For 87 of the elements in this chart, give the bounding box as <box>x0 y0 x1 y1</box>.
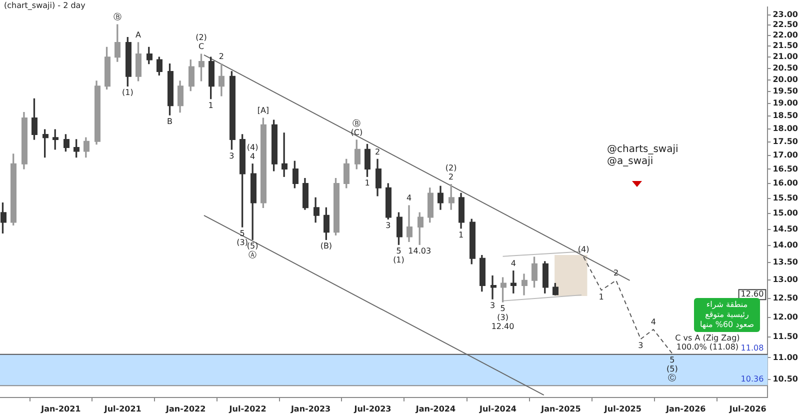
x-tick-label: Jul-2021 <box>103 404 142 414</box>
y-tick-label: 16.00 <box>772 178 798 188</box>
annotation: 4 <box>650 318 656 327</box>
annotation: (1) <box>393 256 404 265</box>
annotation: 2 <box>448 172 454 182</box>
annotation: Ⓑ <box>352 119 361 128</box>
annotation: Ⓑ <box>113 12 122 22</box>
annotation: 1 <box>208 100 214 110</box>
y-tick-label: 20.50 <box>772 63 798 72</box>
y-tick-label: 12.00 <box>772 312 798 322</box>
annotation: 12.40 <box>491 322 514 332</box>
annotation: (2) <box>445 163 457 172</box>
annotation: 3 <box>229 151 234 160</box>
annotation: C <box>198 42 204 52</box>
annotation: B <box>167 117 173 126</box>
y-tick-label: 17.50 <box>772 136 798 146</box>
x-tick-label: Jan-2024 <box>414 404 456 414</box>
annotation: [A] <box>257 106 270 116</box>
y-tick-label: 13.00 <box>772 275 798 284</box>
annotation: (C) <box>350 128 363 138</box>
x-tick-label: Jul-2024 <box>478 404 517 414</box>
annotation: 3 <box>490 301 496 310</box>
annotation: 5 <box>396 246 402 256</box>
annotation: (5) <box>246 242 258 251</box>
annotation: 100.0% (11.08) <box>676 342 739 352</box>
annotation: @a_swaji <box>607 156 654 168</box>
chart-title: (chart_swaji) - 2 day <box>4 1 86 10</box>
annotation: 4 <box>250 152 256 161</box>
x-tick-label: Jan-2021 <box>40 404 82 414</box>
annotation: (4) <box>578 245 590 254</box>
annotation: (4) <box>246 142 258 152</box>
y-tick-label: 20.00 <box>772 74 798 84</box>
x-tick-label: Jul-2022 <box>228 404 266 414</box>
y-tick-label: 18.50 <box>772 111 798 120</box>
annotation: 4 <box>510 258 516 268</box>
x-tick-label: Jul-2023 <box>353 404 392 414</box>
y-tick-label: 14.00 <box>772 240 798 250</box>
x-tick-label: Jan-2023 <box>290 404 331 414</box>
annotation: (1) <box>122 88 134 98</box>
y-tick-label: 21.00 <box>772 52 798 62</box>
y-tick-label: 15.50 <box>772 193 798 202</box>
x-tick-label: Jan-2022 <box>165 404 206 414</box>
annotation: 5 <box>500 304 506 314</box>
y-tick-label: 11.50 <box>772 332 798 342</box>
y-tick-label: 22.00 <box>772 30 798 40</box>
y-tick-label: 13.50 <box>772 258 798 267</box>
y-tick-label: 17.00 <box>772 150 798 160</box>
y-tick-label: 21.50 <box>772 41 798 50</box>
annotation: 2 <box>218 52 224 61</box>
annotation: 2 <box>374 147 380 156</box>
annotation: Ⓐ <box>248 250 257 260</box>
y-tick-label: 12.50 <box>772 293 798 302</box>
ref-line-label: 10.36 <box>740 374 764 384</box>
annotation: 5 <box>670 356 675 365</box>
x-tick-label: Jan-2025 <box>540 404 582 414</box>
y-tick-label: 16.50 <box>772 164 798 174</box>
y-tick-label: 19.00 <box>772 98 798 108</box>
annotation: C vs A (Zig Zag) <box>675 333 740 342</box>
y-tick-label: 22.50 <box>772 20 798 30</box>
annotation: (B) <box>320 242 332 251</box>
annotation: (5) <box>666 364 678 374</box>
annotation: 4 <box>406 194 412 203</box>
annotation: 3 <box>386 221 391 230</box>
x-tick-label: Jul-2026 <box>728 404 767 414</box>
annotation: Ⓒ <box>668 374 676 383</box>
x-tick-label: Jul-2025 <box>603 404 642 414</box>
y-tick-label: 19.50 <box>772 86 798 96</box>
y-tick-label: 23.00 <box>772 10 798 19</box>
y-tick-label: 11.00 <box>772 352 798 362</box>
annotation: منطقة شراء رئيسية متوقع صعود 60% منها <box>694 298 760 332</box>
annotation: 12.60 <box>740 290 764 299</box>
annotation: 1 <box>598 292 604 302</box>
annotation: (3) <box>497 313 508 322</box>
annotation: 1 <box>458 230 464 240</box>
x-tick-label: Jan-2026 <box>665 404 706 414</box>
y-tick-label: 14.50 <box>772 224 798 234</box>
annotation: 3 <box>638 341 644 350</box>
annotation: (3) <box>236 238 248 248</box>
annotation: A <box>136 30 142 40</box>
y-tick-label: 15.00 <box>772 208 798 218</box>
y-tick-label: 10.50 <box>772 374 798 384</box>
annotation: 14.03 <box>408 246 432 256</box>
annotation: 1 <box>364 178 370 188</box>
annotation: @charts_swaji <box>607 144 678 156</box>
y-tick-label: 18.00 <box>772 124 798 133</box>
annotation: (2) <box>196 33 207 42</box>
ref-line-label: 11.08 <box>740 343 764 352</box>
